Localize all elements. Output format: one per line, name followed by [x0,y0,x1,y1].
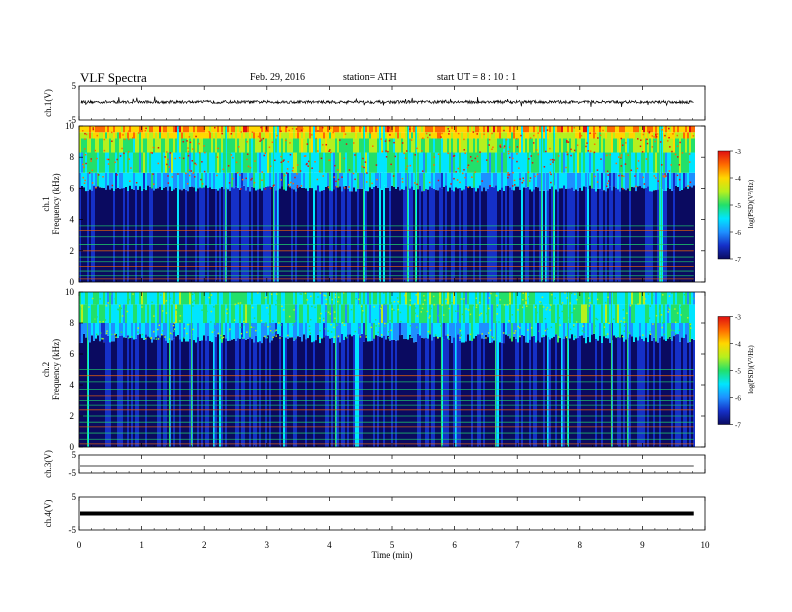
ylabel-channel-ch1-spec: ch.1 [41,196,51,211]
xtick-label: 0 [77,540,82,550]
start-time-label: start UT = 8 : 10 : 1 [437,72,517,83]
xtick-label: 7 [515,540,520,550]
colorbar-tick-label-ch1-spec: -3 [735,148,741,156]
xaxis-label: Time (min) [372,550,413,560]
ylabel-frequency-ch2-spec: Frequency (kHz) [51,339,61,400]
colorbar-tick-label-ch2-spec: -4 [735,341,741,349]
ytick-label-ch2-spec: 8 [70,318,75,328]
trace-ch4 [80,511,694,516]
colorbar-label-ch1-spec: log(PSD)(V²/Hz) [747,179,755,228]
spectrogram-ch2-spec [79,292,695,447]
colorbar-ch1-spec [717,150,731,260]
ytick-label-ch1-spec: 4 [70,215,75,225]
ytick-label-ch1: 5 [72,81,77,91]
ytick-label-ch1-spec: 6 [70,183,75,193]
ytick-label-ch4: 5 [72,492,77,502]
xtick-label: 10 [701,540,711,550]
ytick-label-ch4: -5 [69,525,77,535]
ylabel-ch3: ch.3(V) [43,450,53,478]
trace-ch1 [80,96,694,108]
date-label: Feb. 29, 2016 [250,72,305,83]
ylabel-ch1: ch.1(V) [43,89,53,117]
xtick-label: 2 [202,540,207,550]
colorbar-tick-label-ch1-spec: -7 [735,256,741,264]
colorbar-tick-label-ch1-spec: -5 [735,202,741,210]
spectrogram-ch1-spec [79,126,695,282]
xtick-label: 1 [139,540,144,550]
ylabel-frequency-ch1-spec: Frequency (kHz) [51,173,61,234]
colorbar-tick-label-ch2-spec: -6 [735,395,741,403]
ytick-label-ch1-spec: 10 [65,121,75,131]
xtick-label: 4 [327,540,332,550]
chart-title: VLF Spectra [80,70,147,85]
colorbar-ch2-spec [717,316,731,425]
colorbar-tick-label-ch2-spec: -5 [735,368,741,376]
ytick-label-ch2-spec: 2 [70,411,75,421]
ytick-label-ch1-spec: 0 [70,277,75,287]
ylabel-channel-ch2-spec: ch.2 [41,362,51,377]
colorbar-tick-label-ch2-spec: -3 [735,314,741,322]
ytick-label-ch1-spec: 8 [70,152,75,162]
colorbar-tick-label-ch1-spec: -6 [735,229,741,237]
station-label: station= ATH [343,72,397,83]
ytick-label-ch1-spec: 2 [70,246,75,256]
ytick-label-ch2-spec: 4 [70,380,75,390]
xtick-label: 3 [265,540,270,550]
colorbar-tick-label-ch1-spec: -4 [735,175,741,183]
xtick-label: 6 [452,540,457,550]
ytick-label-ch2-spec: 0 [70,442,75,452]
ytick-label-ch2-spec: 10 [65,287,75,297]
ytick-label-ch1: -5 [69,115,77,125]
colorbar-label-ch2-spec: log(PSD)(V²/Hz) [747,345,755,394]
ytick-label-ch3: -5 [69,468,77,478]
xtick-label: 8 [578,540,583,550]
colorbar-tick-label-ch2-spec: -7 [735,422,741,430]
ylabel-ch4: ch.4(V) [43,500,53,528]
ytick-label-ch3: 5 [72,450,77,460]
xtick-label: 5 [390,540,395,550]
ytick-label-ch2-spec: 6 [70,349,75,359]
xtick-label: 9 [640,540,645,550]
